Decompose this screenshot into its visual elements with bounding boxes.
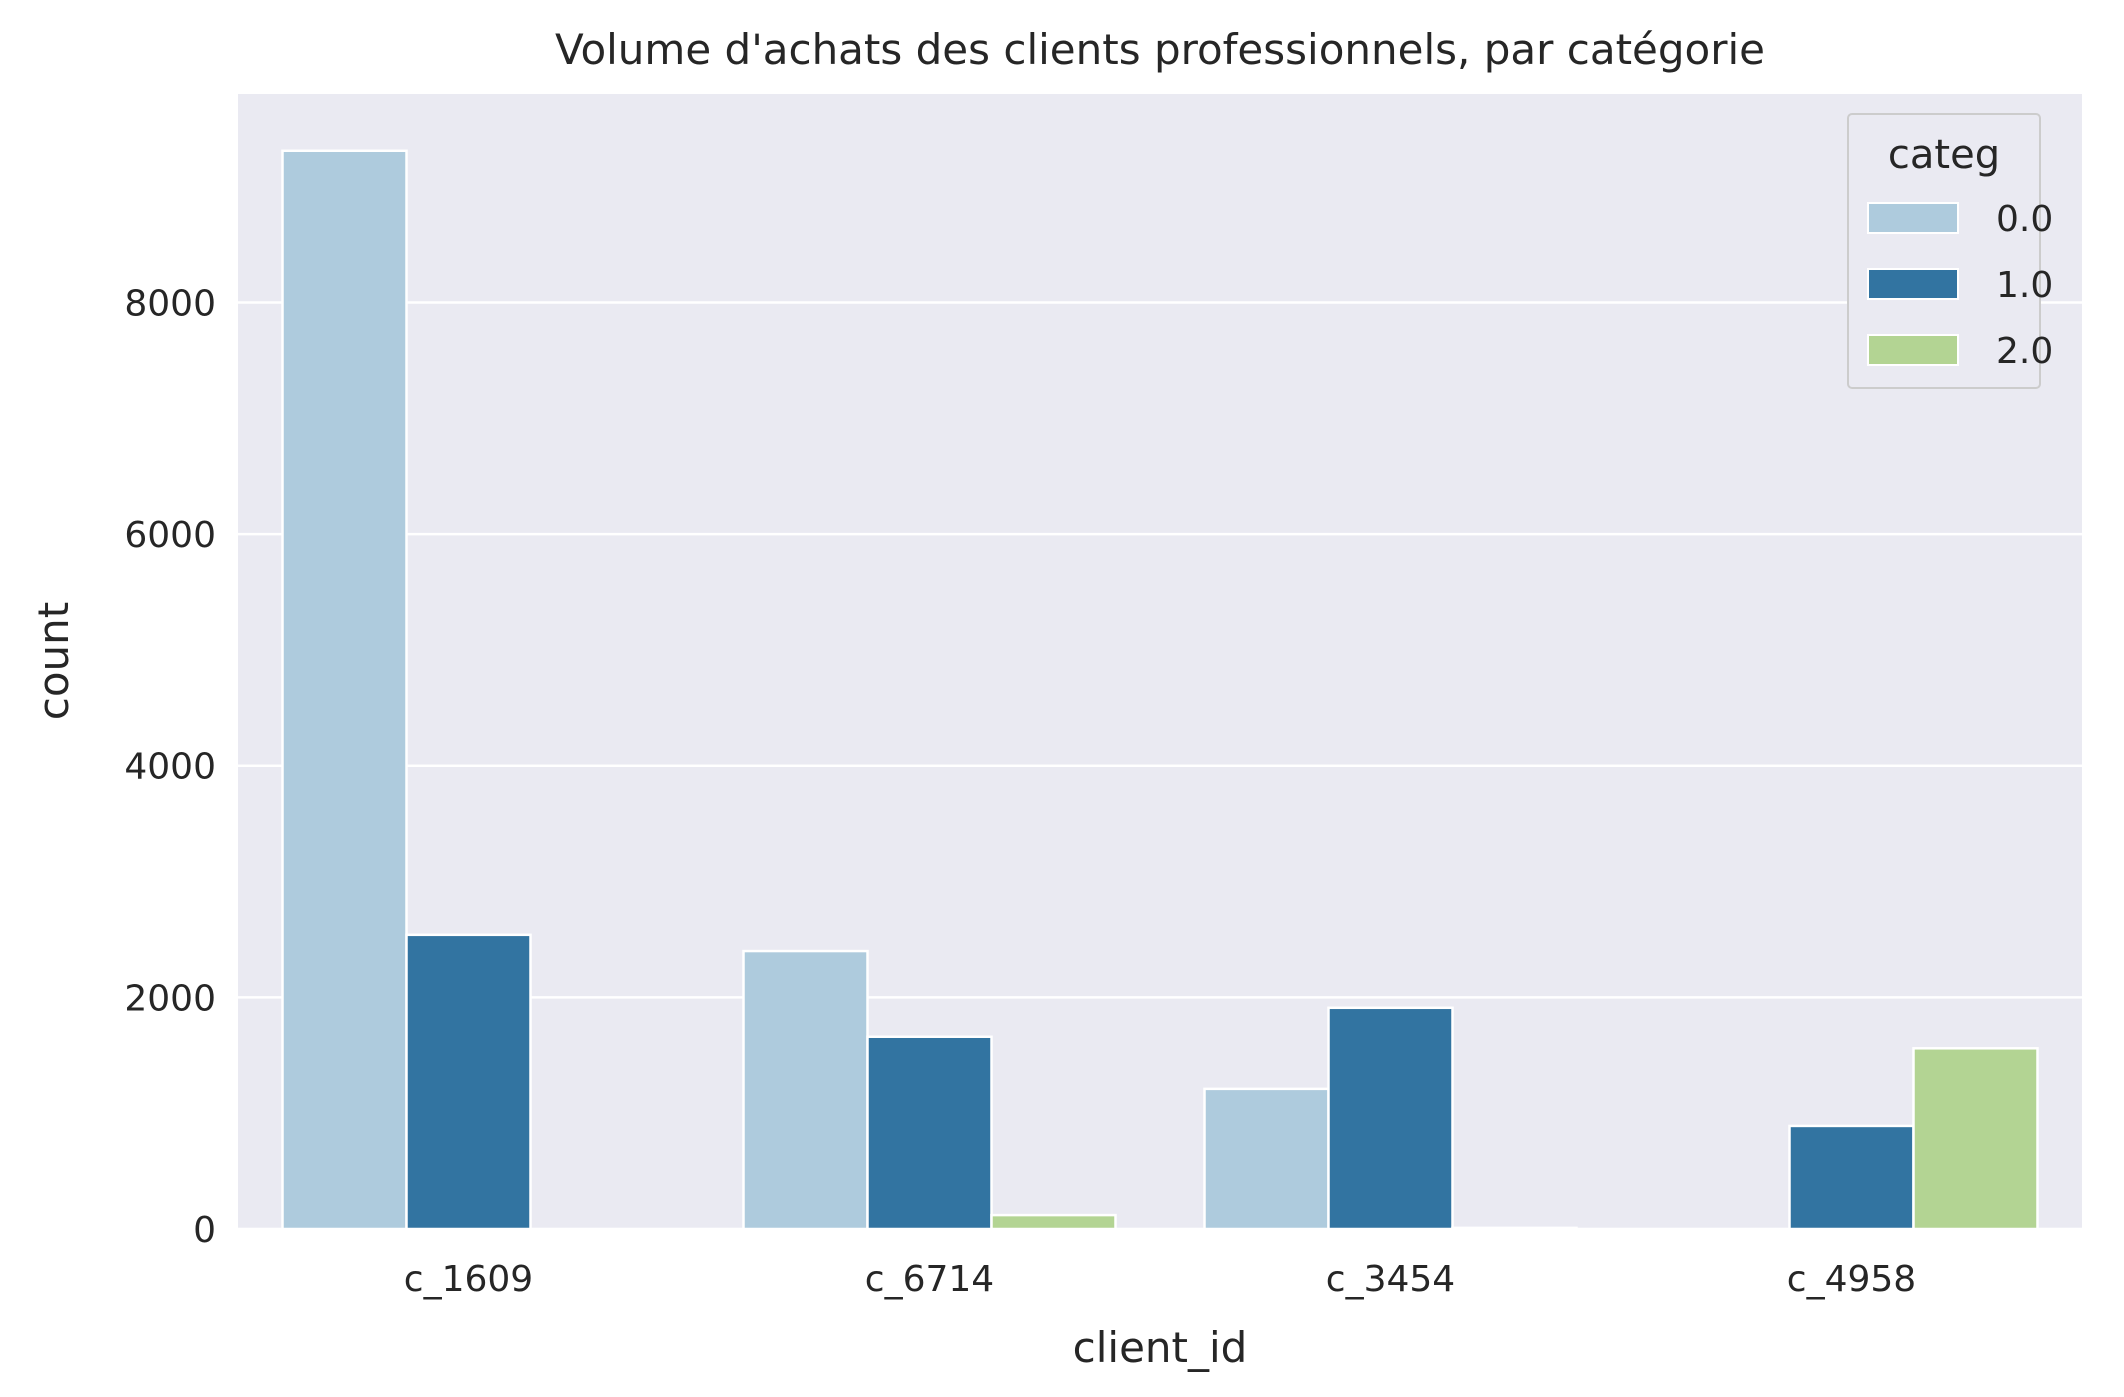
y-tick-label: 8000	[124, 283, 216, 324]
plot-area	[238, 94, 2082, 1229]
legend-frame	[1847, 113, 2041, 389]
legend-label: 2.0	[1996, 331, 2053, 372]
y-tick-label: 4000	[124, 747, 216, 788]
y-axis-label: count	[29, 602, 78, 721]
bars	[281, 149, 2039, 1231]
bar	[1203, 1087, 1330, 1231]
x-axis: c_1609 c_6714 c_3454 c_4958	[404, 1259, 1916, 1300]
y-axis: 0 2000 4000 6000 8000	[124, 283, 216, 1251]
bar	[990, 1213, 1117, 1231]
gridlines	[238, 301, 2082, 1231]
bar	[742, 949, 869, 1231]
legend-title: categ	[1888, 132, 2000, 178]
bar	[1451, 1226, 1578, 1231]
legend-label: 0.0	[1996, 199, 2053, 240]
legend: categ 0.0 1.0 2.0	[1847, 113, 2053, 389]
x-tick-label: c_6714	[865, 1259, 994, 1300]
x-tick-label: c_1609	[404, 1259, 533, 1300]
bar	[405, 933, 532, 1231]
bar	[866, 1035, 993, 1231]
y-tick-label: 2000	[124, 978, 216, 1019]
bar	[1327, 1006, 1454, 1231]
bar	[281, 149, 408, 1231]
bar	[1912, 1047, 2039, 1231]
x-tick-label: c_4958	[1787, 1259, 1916, 1300]
x-axis-label: client_id	[1073, 1323, 1248, 1372]
x-tick-label: c_3454	[1326, 1259, 1455, 1300]
y-tick-label: 0	[193, 1210, 216, 1251]
chart-title: Volume d'achats des clients professionne…	[555, 25, 1765, 74]
bar	[1788, 1124, 1915, 1231]
legend-label: 1.0	[1996, 265, 2053, 306]
legend-swatch	[1867, 202, 1959, 234]
y-tick-label: 6000	[124, 515, 216, 556]
legend-swatch	[1867, 334, 1959, 366]
legend-swatch	[1867, 268, 1959, 300]
